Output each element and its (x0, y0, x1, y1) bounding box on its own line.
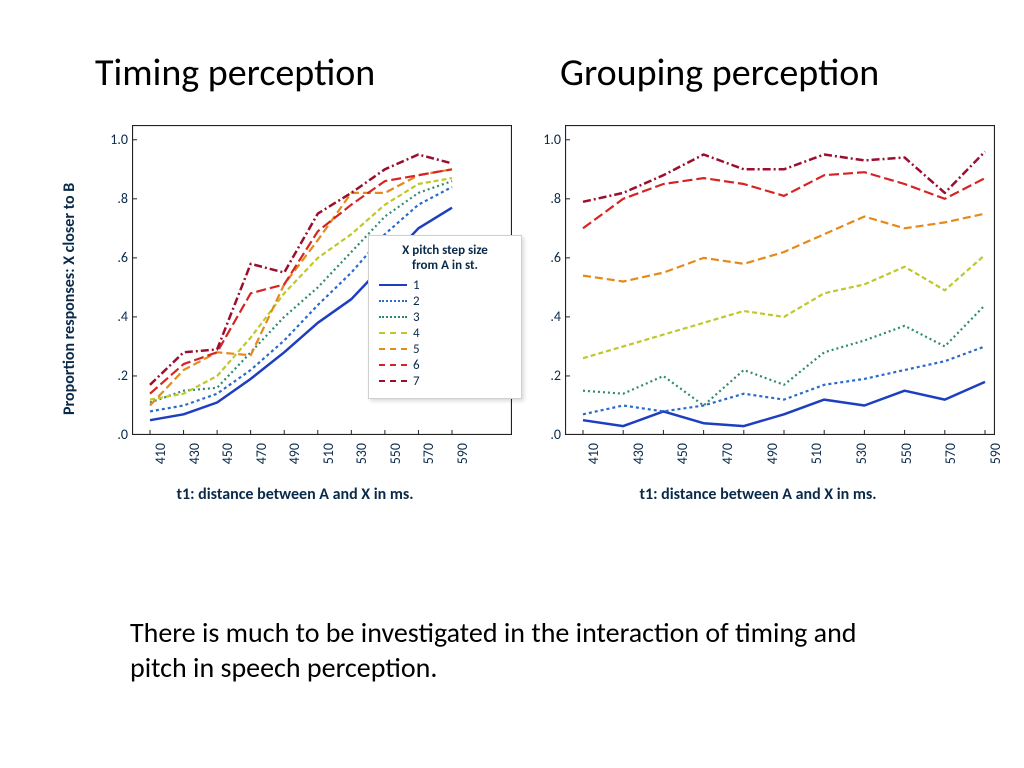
legend-swatch (379, 284, 407, 286)
xtick: 510 (808, 443, 825, 473)
ytick: .8 (531, 190, 561, 207)
xtick: 490 (764, 443, 781, 473)
xtick: 470 (719, 443, 736, 473)
legend-row: 1 (379, 278, 511, 293)
xtick: 510 (320, 443, 337, 473)
xtick: 410 (585, 443, 602, 473)
legend-label: 2 (413, 294, 420, 309)
legend-swatch (379, 364, 407, 366)
legend-swatch (379, 380, 407, 382)
ytick: .4 (98, 308, 128, 325)
xtick: 470 (253, 443, 270, 473)
legend-rows: 1234567 (379, 278, 511, 389)
xtick: 490 (286, 443, 303, 473)
ytick: .0 (98, 426, 128, 443)
ytick: .6 (98, 249, 128, 266)
xtick: 530 (353, 443, 370, 473)
xaxis-label-right: t1: distance between A and X in ms. (543, 485, 973, 504)
xaxis-label-left: t1: distance between A and X in ms. (105, 485, 485, 504)
legend-row: 4 (379, 326, 511, 341)
xtick: 430 (186, 443, 203, 473)
xtick: 530 (853, 443, 870, 473)
legend-row: 2 (379, 294, 511, 309)
legend-row: 5 (379, 342, 511, 357)
legend-label: 4 (413, 326, 420, 341)
xtick: 570 (942, 443, 959, 473)
xtick: 570 (420, 443, 437, 473)
legend-swatch (379, 348, 407, 350)
legend-swatch (379, 332, 407, 334)
chart-grouping: .0.2.4.6.81.0 41043045047049051053055057… (535, 125, 1005, 525)
legend-label: 5 (413, 342, 420, 357)
ytick: .0 (531, 426, 561, 443)
xtick: 590 (987, 443, 1004, 473)
legend: X pitch step sizefrom A in st. 1234567 (368, 235, 522, 399)
xtick: 550 (387, 443, 404, 473)
ytick: 1.0 (98, 131, 128, 148)
ytick: .4 (531, 308, 561, 325)
xtick: 410 (152, 443, 169, 473)
ytick: .6 (531, 249, 561, 266)
ytick: 1.0 (531, 131, 561, 148)
legend-swatch (379, 316, 407, 318)
xtick: 590 (454, 443, 471, 473)
xtick: 450 (674, 443, 691, 473)
legend-label: 3 (413, 310, 420, 325)
caption-text: There is much to be investigated in the … (130, 615, 890, 685)
xtick: 450 (219, 443, 236, 473)
chart-grouping-plot (565, 125, 995, 435)
legend-label: 1 (413, 278, 420, 293)
title-right: Grouping perception (560, 50, 879, 96)
yaxis-label: Proportion responses: X closer to B (60, 183, 79, 415)
legend-swatch (379, 300, 407, 302)
legend-row: 7 (379, 374, 511, 389)
ytick: .2 (531, 367, 561, 384)
ytick: .2 (98, 367, 128, 384)
title-left: Timing perception (95, 50, 375, 96)
legend-row: 3 (379, 310, 511, 325)
xtick: 550 (898, 443, 915, 473)
legend-label: 6 (413, 358, 420, 373)
legend-title: X pitch step sizefrom A in st. (379, 244, 511, 274)
ytick: .8 (98, 190, 128, 207)
legend-label: 7 (413, 374, 420, 389)
xtick: 430 (630, 443, 647, 473)
legend-row: 6 (379, 358, 511, 373)
